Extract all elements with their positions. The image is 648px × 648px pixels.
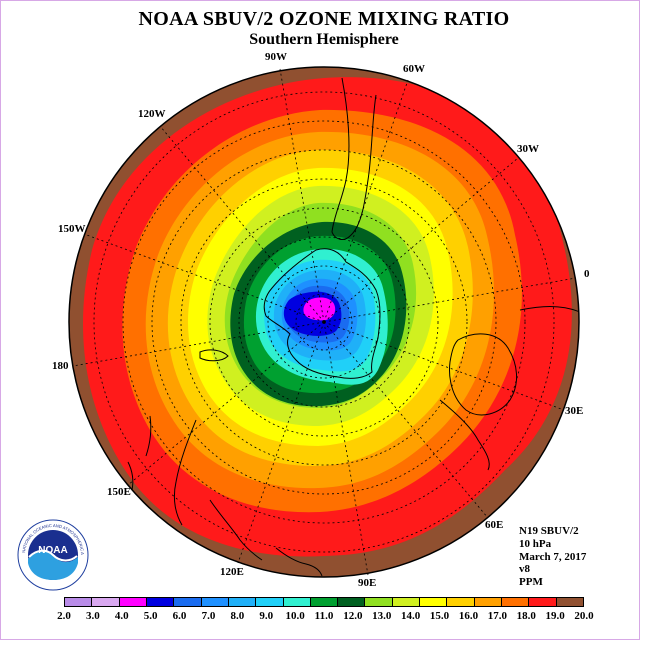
coastlines	[127, 77, 579, 577]
satellite-label: N19 SBUV/2	[519, 525, 579, 537]
colorbar-cell	[392, 598, 421, 606]
lon-label-150e: 150E	[107, 486, 131, 498]
colorbar-tick-label: 12.0	[343, 610, 363, 622]
colorbar-tick-label: 9.0	[259, 610, 274, 622]
colorbar-cell	[201, 598, 229, 606]
lon-label-120e: 120E	[220, 566, 244, 578]
colorbar-tick-label: 20.0	[574, 610, 594, 622]
colorbar-cell	[256, 598, 284, 606]
colorbar-tick-label: 17.0	[487, 610, 507, 622]
colorbar-tick-label: 16.0	[458, 610, 479, 622]
band-3-4	[303, 297, 336, 321]
colorbar-cell	[65, 598, 93, 606]
colorbar-cell	[338, 598, 366, 606]
colorbar-tick-label: 14.0	[401, 610, 421, 622]
lon-label-90e: 90E	[358, 577, 377, 589]
colorbar-tick-label: 11.0	[314, 610, 334, 622]
colorbar-tick-label: 10.0	[285, 610, 305, 622]
colorbar-tick-label: 8.0	[230, 610, 245, 622]
colorbar-cell	[92, 598, 120, 606]
colorbar-ticks: 2.0 3.0 4.0 5.0 6.0 7.0 8.0 9.0 10.0 11.0 12.0 13.0…	[57, 610, 594, 624]
map-subtitle: Southern Hemisphere	[249, 31, 399, 48]
lon-label-90w: 90W	[265, 51, 287, 63]
colorbar-tick-label: 15.0	[429, 610, 450, 622]
colorbar-cell	[174, 598, 202, 606]
colorbar-cell	[474, 598, 502, 606]
colorbar-cell	[529, 598, 557, 606]
lon-label-150w: 150W	[58, 223, 86, 235]
noaa-logo-icon: NOAA NATIONAL OCEANIC AND ATMOSPHERIC AD…	[17, 519, 89, 591]
colorbar-cell	[228, 598, 257, 606]
colorbar-tick-label: 2.0	[57, 610, 71, 622]
product-info: N19 SBUV/2 10 hPa March 7, 2017 v8 PPM	[519, 525, 586, 589]
colorbar-cell	[447, 598, 475, 606]
lon-label-30e: 30E	[565, 405, 584, 417]
colorbar-tick-label: 13.0	[372, 610, 392, 622]
units-label: PPM	[519, 576, 543, 589]
colorbar-cell	[146, 598, 175, 606]
colorbar-cell	[502, 598, 530, 606]
lon-label-60e: 60E	[485, 519, 504, 531]
colorbar-tick-label: 3.0	[86, 610, 100, 622]
meridians	[72, 68, 577, 576]
lon-label-0: 0	[584, 268, 590, 280]
colorbar-tick-label: 18.0	[516, 610, 536, 622]
version-label: v8	[519, 563, 530, 576]
colorbar-cell	[119, 598, 147, 606]
colorbar-tick-label: 5.0	[143, 610, 158, 622]
colorbar-cell	[310, 598, 339, 606]
lon-label-60w: 60W	[403, 63, 425, 75]
pressure-level-label: 10 hPa	[519, 537, 552, 550]
colorbar-cell	[556, 598, 583, 606]
figure-frame	[0, 0, 640, 640]
lon-label-180: 180	[52, 360, 69, 372]
colorbar-tick-label: 4.0	[114, 610, 129, 622]
colorbar-tick-label: 19.0	[545, 610, 565, 622]
lon-label-30w: 30W	[517, 143, 539, 155]
colorbar	[64, 597, 584, 607]
colorbar-cell	[365, 598, 393, 606]
latitude-circles	[93, 91, 555, 553]
colorbar-cell	[283, 598, 311, 606]
date-label: March 7, 2017	[519, 550, 587, 563]
colorbar-tick-label: 6.0	[172, 610, 187, 622]
map-title: NOAA SBUV/2 OZONE MIXING RATIO	[138, 8, 510, 30]
logo-wordmark: NOAA	[38, 545, 67, 556]
map-boundary	[68, 66, 580, 578]
colorbar-tick-label: 7.0	[201, 610, 216, 622]
colorbar-cell	[420, 598, 448, 606]
lon-label-120w: 120W	[138, 108, 166, 120]
